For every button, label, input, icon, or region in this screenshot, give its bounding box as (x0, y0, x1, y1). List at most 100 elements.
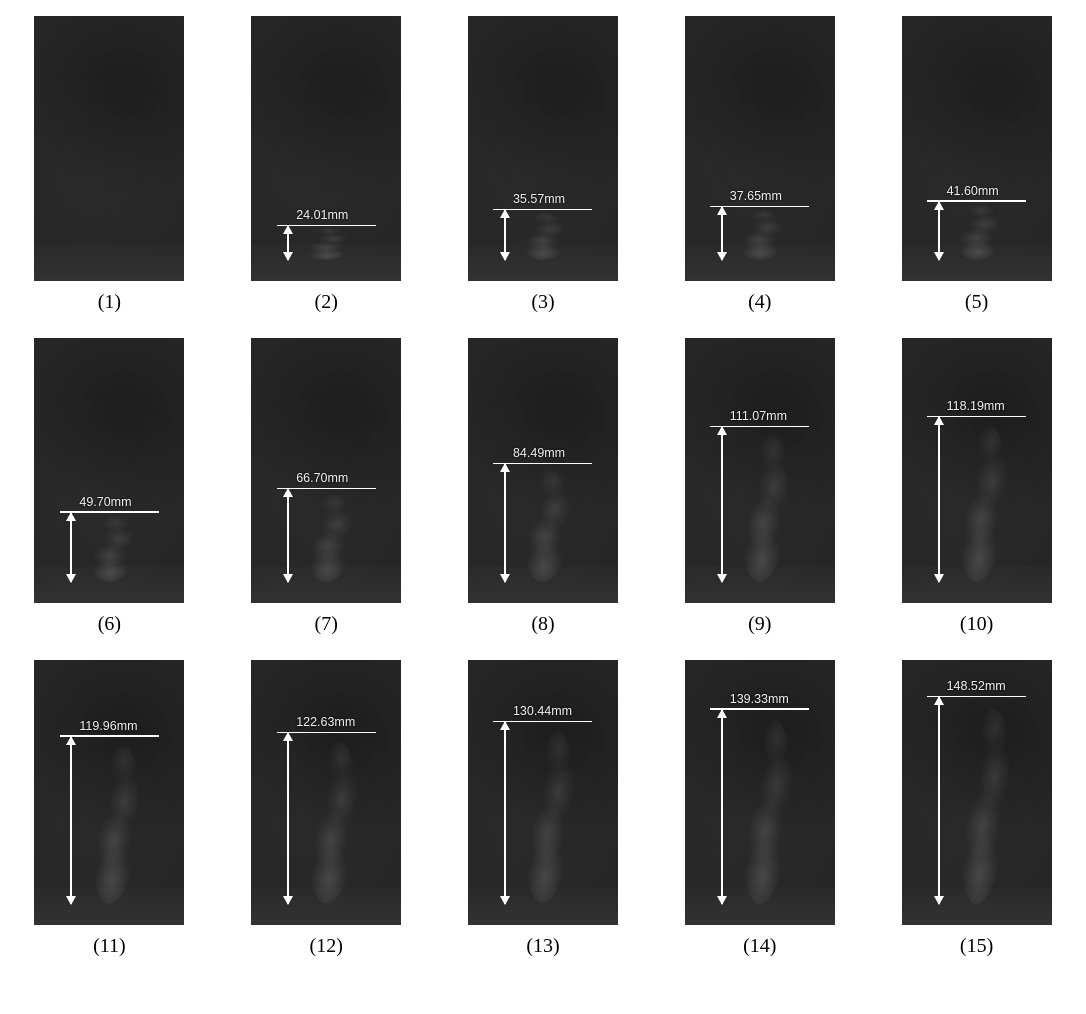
panel-cell: 66.70mm (7) (233, 338, 420, 636)
measurement-arrow (287, 226, 289, 259)
measurement-arrow (504, 210, 506, 259)
measurement-arrow (287, 733, 289, 904)
measurement-label: 49.70mm (79, 495, 131, 509)
frame-image: 35.57mm (468, 16, 618, 281)
frame-image: 130.44mm (468, 660, 618, 925)
panel-caption: (15) (960, 935, 993, 958)
panel-caption: (4) (748, 291, 771, 314)
measurement-crossbar (493, 209, 592, 211)
measurement-label: 41.60mm (947, 184, 999, 198)
measurement-arrow (70, 513, 72, 582)
panel-cell: 119.96mm (11) (16, 660, 203, 958)
panel-cell: 41.60mm (5) (883, 16, 1070, 314)
panel-cell: 49.70mm (6) (16, 338, 203, 636)
frame-image: 139.33mm (685, 660, 835, 925)
frame-image: 148.52mm (902, 660, 1052, 925)
measurement-label: 24.01mm (296, 208, 348, 222)
smoke-plume (520, 731, 583, 903)
measurement-crossbar (60, 511, 159, 513)
measurement-label: 35.57mm (513, 192, 565, 206)
measurement-crossbar (493, 463, 592, 465)
panel-caption: (12) (310, 935, 343, 958)
measurement-arrow (721, 207, 723, 259)
measurement-label: 148.52mm (947, 679, 1006, 693)
smoke-plume (737, 435, 797, 582)
panel-caption: (3) (531, 291, 554, 314)
measurement-crossbar (277, 225, 376, 227)
frame-image: 84.49mm (468, 338, 618, 603)
panel-caption: (7) (315, 613, 338, 636)
panel-cell: 84.49mm (8) (450, 338, 637, 636)
smoke-plume (520, 470, 577, 582)
panel-caption: (10) (960, 613, 993, 636)
measurement-label: 122.63mm (296, 715, 355, 729)
panel-cell: 111.07mm (9) (666, 338, 853, 636)
measurement-arrow (721, 427, 723, 582)
measurement-crossbar (60, 735, 159, 737)
smoke-plume (87, 745, 149, 904)
panel-cell: (1) (16, 16, 203, 314)
smoke-plume (954, 426, 1015, 582)
measurement-crossbar (277, 732, 376, 734)
measurement-arrow (504, 722, 506, 903)
measurement-arrow (938, 202, 940, 260)
frame-image: 122.63mm (251, 660, 401, 925)
frame-image: 24.01mm (251, 16, 401, 281)
frame-image: 41.60mm (902, 16, 1052, 281)
measurement-crossbar (710, 708, 809, 710)
measurement-label: 130.44mm (513, 704, 572, 718)
measurement-arrow (938, 417, 940, 581)
measurement-crossbar (927, 696, 1026, 698)
measurement-arrow (287, 489, 289, 582)
panel-cell: 122.63mm (12) (233, 660, 420, 958)
smoke-plume (304, 494, 358, 582)
panel-cell: 37.65mm (4) (666, 16, 853, 314)
frame-image: 37.65mm (685, 16, 835, 281)
panel-cell: 35.57mm (3) (450, 16, 637, 314)
measurement-label: 139.33mm (730, 692, 789, 706)
measurement-label: 118.19mm (947, 399, 1005, 413)
measurement-arrow (938, 697, 940, 904)
measurement-crossbar (927, 200, 1026, 202)
measurement-label: 111.07mm (730, 409, 787, 423)
panel-cell: 118.19mm (10) (883, 338, 1070, 636)
panel-cell: 139.33mm (14) (666, 660, 853, 958)
measurement-crossbar (710, 426, 809, 428)
measurement-arrow (504, 464, 506, 582)
panel-caption: (14) (743, 935, 776, 958)
smoke-plume (954, 708, 1020, 904)
smoke-plume (520, 213, 570, 260)
measurement-label: 84.49mm (513, 446, 565, 460)
measurement-crossbar (927, 416, 1026, 418)
panel-caption: (1) (98, 291, 121, 314)
measurement-label: 66.70mm (296, 471, 348, 485)
smoke-plume (737, 210, 787, 260)
panel-cell: 24.01mm (2) (233, 16, 420, 314)
frame-image (34, 16, 184, 281)
panel-caption: (5) (965, 291, 988, 314)
measurement-arrow (70, 737, 72, 904)
panel-caption: (13) (526, 935, 559, 958)
panel-caption: (11) (93, 935, 126, 958)
frame-image: 49.70mm (34, 338, 184, 603)
smoke-plume (737, 720, 801, 904)
panel-caption: (8) (531, 613, 554, 636)
frame-image: 119.96mm (34, 660, 184, 925)
measurement-crossbar (710, 206, 809, 208)
panel-caption: (9) (748, 613, 771, 636)
smoke-plume (304, 742, 366, 904)
measurement-label: 119.96mm (79, 719, 137, 733)
smoke-plume (87, 516, 139, 582)
smoke-plume (304, 228, 352, 260)
measurement-arrow (721, 710, 723, 904)
smoke-plume (954, 205, 1005, 260)
panel-cell: 148.52mm (15) (883, 660, 1070, 958)
frame-image: 118.19mm (902, 338, 1052, 603)
measurement-crossbar (277, 488, 376, 490)
panel-cell: 130.44mm (13) (450, 660, 637, 958)
measurement-crossbar (493, 721, 592, 723)
panel-caption: (2) (315, 291, 338, 314)
frame-image: 111.07mm (685, 338, 835, 603)
panel-caption: (6) (98, 613, 121, 636)
figure-grid: (1) 24.01mm (2) 35.57mm (3) 37.65mm (4) 41.60mm… (16, 16, 1070, 958)
